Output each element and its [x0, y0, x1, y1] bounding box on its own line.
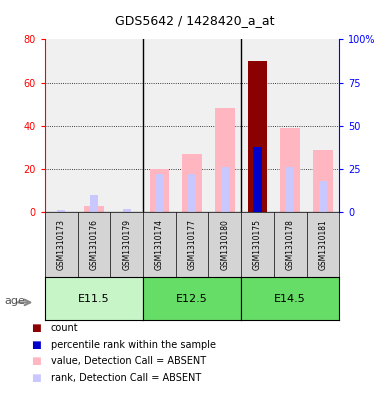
Bar [90, 195, 98, 212]
Text: percentile rank within the sample: percentile rank within the sample [51, 340, 216, 350]
Text: GSM1310173: GSM1310173 [57, 219, 66, 270]
Bar [57, 209, 65, 212]
Text: E11.5: E11.5 [78, 294, 110, 304]
Bar [319, 181, 327, 212]
Text: GDS5642 / 1428420_a_at: GDS5642 / 1428420_a_at [115, 14, 275, 27]
Text: GSM1310175: GSM1310175 [253, 219, 262, 270]
Text: ■: ■ [31, 340, 41, 350]
Bar [215, 108, 235, 212]
Text: ■: ■ [31, 373, 41, 383]
Text: ■: ■ [31, 356, 41, 366]
Bar [182, 154, 202, 212]
Bar [155, 174, 163, 212]
Text: GSM1310179: GSM1310179 [122, 219, 131, 270]
Text: age: age [4, 296, 25, 306]
Text: GSM1310178: GSM1310178 [286, 219, 295, 270]
Bar [188, 174, 196, 212]
Bar [313, 149, 333, 212]
Bar [84, 206, 104, 212]
Text: GSM1310174: GSM1310174 [155, 219, 164, 270]
Text: count: count [51, 323, 78, 333]
Text: GSM1310176: GSM1310176 [89, 219, 98, 270]
Bar [149, 169, 169, 212]
Bar [248, 61, 267, 212]
Text: GSM1310177: GSM1310177 [188, 219, 197, 270]
Bar [221, 167, 229, 212]
Text: GSM1310181: GSM1310181 [319, 219, 328, 270]
Bar [280, 128, 300, 212]
Bar [122, 209, 131, 212]
Text: ■: ■ [31, 323, 41, 333]
Text: E14.5: E14.5 [274, 294, 306, 304]
Bar [254, 147, 262, 212]
Text: value, Detection Call = ABSENT: value, Detection Call = ABSENT [51, 356, 206, 366]
Text: rank, Detection Call = ABSENT: rank, Detection Call = ABSENT [51, 373, 201, 383]
Text: GSM1310180: GSM1310180 [220, 219, 229, 270]
Text: E12.5: E12.5 [176, 294, 208, 304]
Bar [286, 167, 294, 212]
